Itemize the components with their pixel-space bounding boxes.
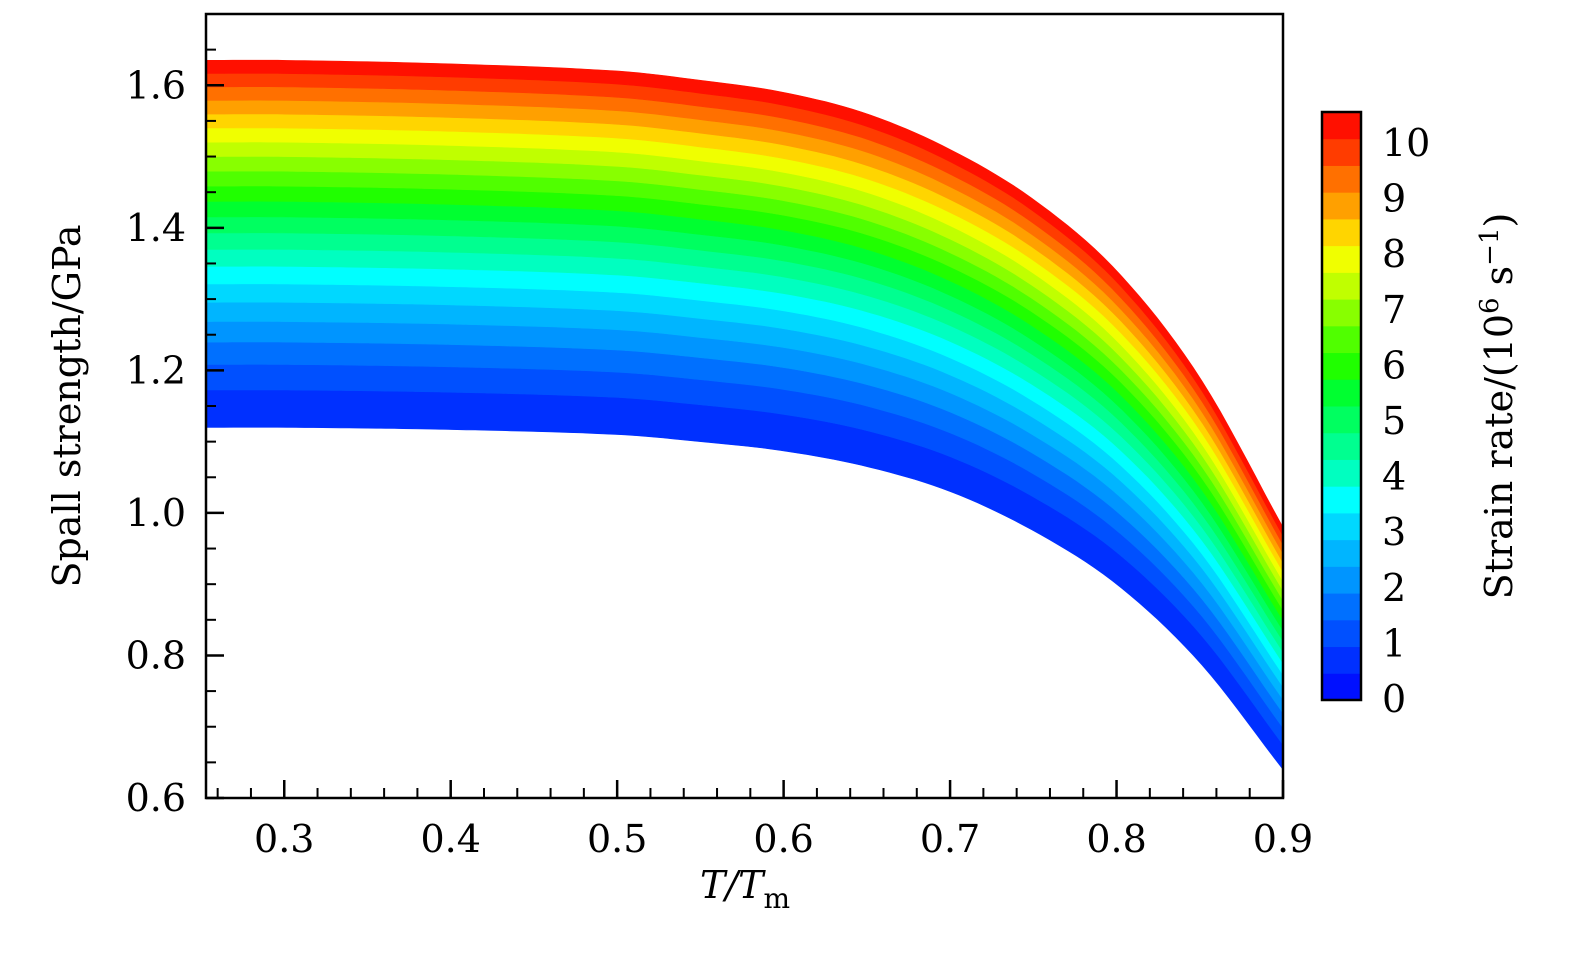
colorbar-tick-label: 8 bbox=[1382, 232, 1406, 276]
y-tick-label: 1.2 bbox=[126, 348, 186, 392]
colorbar-swatch bbox=[1322, 192, 1361, 220]
colorbar bbox=[1322, 112, 1361, 701]
y-axis-label: Spall strength/GPa bbox=[45, 224, 89, 587]
colorbar-tick-label: 9 bbox=[1382, 177, 1406, 221]
x-axis: 0.3 0.4 0.5 0.6 0.7 0.8 0.9 bbox=[216, 780, 1313, 861]
colorbar-tick-label: 3 bbox=[1382, 510, 1406, 554]
colorbar-tick-label: 0 bbox=[1382, 677, 1406, 721]
y-tick-label: 1.4 bbox=[126, 206, 186, 250]
contour-bands bbox=[205, 59, 1284, 771]
colorbar-swatch bbox=[1322, 112, 1361, 140]
colorbar-swatch bbox=[1322, 352, 1361, 380]
colorbar-swatch bbox=[1322, 512, 1361, 541]
colorbar-label: Strain rate/(106 s−1) bbox=[1475, 213, 1521, 600]
colorbar-swatch bbox=[1322, 646, 1361, 674]
colorbar-swatch bbox=[1322, 539, 1361, 567]
colorbar-tick-label: 5 bbox=[1382, 399, 1406, 443]
colorbar-swatch bbox=[1322, 245, 1361, 273]
colorbar-swatch bbox=[1322, 673, 1361, 701]
y-tick-label: 0.8 bbox=[126, 633, 186, 677]
colorbar-swatch bbox=[1322, 218, 1361, 247]
colorbar-swatch bbox=[1322, 486, 1361, 514]
colorbar-swatch bbox=[1322, 138, 1361, 166]
colorbar-swatch bbox=[1322, 459, 1361, 487]
colorbar-swatch bbox=[1322, 299, 1361, 327]
colorbar-swatch bbox=[1322, 593, 1361, 621]
colorbar-swatch bbox=[1322, 619, 1361, 648]
y-tick-label: 1.6 bbox=[126, 63, 186, 107]
colorbar-swatch bbox=[1322, 379, 1361, 407]
x-axis-label: T/Tm bbox=[700, 863, 790, 915]
colorbar-tick-label: 6 bbox=[1382, 343, 1406, 387]
x-tick-label: 0.6 bbox=[753, 817, 813, 861]
colorbar-tick-label: 10 bbox=[1382, 121, 1430, 165]
colorbar-swatch bbox=[1322, 432, 1361, 460]
y-tick-label: 1.0 bbox=[126, 491, 186, 535]
y-axis: 0.6 0.8 1.0 1.2 1.4 1.6 bbox=[126, 13, 224, 820]
colorbar-swatch bbox=[1322, 165, 1361, 193]
colorbar-tick-label: 2 bbox=[1382, 566, 1406, 610]
colorbar-tick-label: 4 bbox=[1382, 455, 1406, 499]
x-tick-label: 0.3 bbox=[254, 817, 314, 861]
x-tick-label: 0.9 bbox=[1253, 817, 1313, 861]
x-tick-label: 0.4 bbox=[420, 817, 480, 861]
colorbar-ticks: 0 1 2 3 4 5 6 7 8 9 10 bbox=[1382, 121, 1430, 721]
x-tick-label: 0.8 bbox=[1086, 817, 1146, 861]
colorbar-swatch bbox=[1322, 406, 1361, 434]
x-tick-label: 0.5 bbox=[587, 817, 647, 861]
colorbar-tick-label: 7 bbox=[1382, 288, 1406, 332]
x-tick-label: 0.7 bbox=[920, 817, 980, 861]
colorbar-frame bbox=[1320, 110, 1363, 702]
colorbar-swatch bbox=[1322, 566, 1361, 594]
y-tick-label: 0.6 bbox=[126, 776, 186, 820]
colorbar-tick-label: 1 bbox=[1382, 621, 1406, 665]
colorbar-swatch bbox=[1322, 325, 1361, 354]
colorbar-swatch bbox=[1322, 272, 1361, 300]
